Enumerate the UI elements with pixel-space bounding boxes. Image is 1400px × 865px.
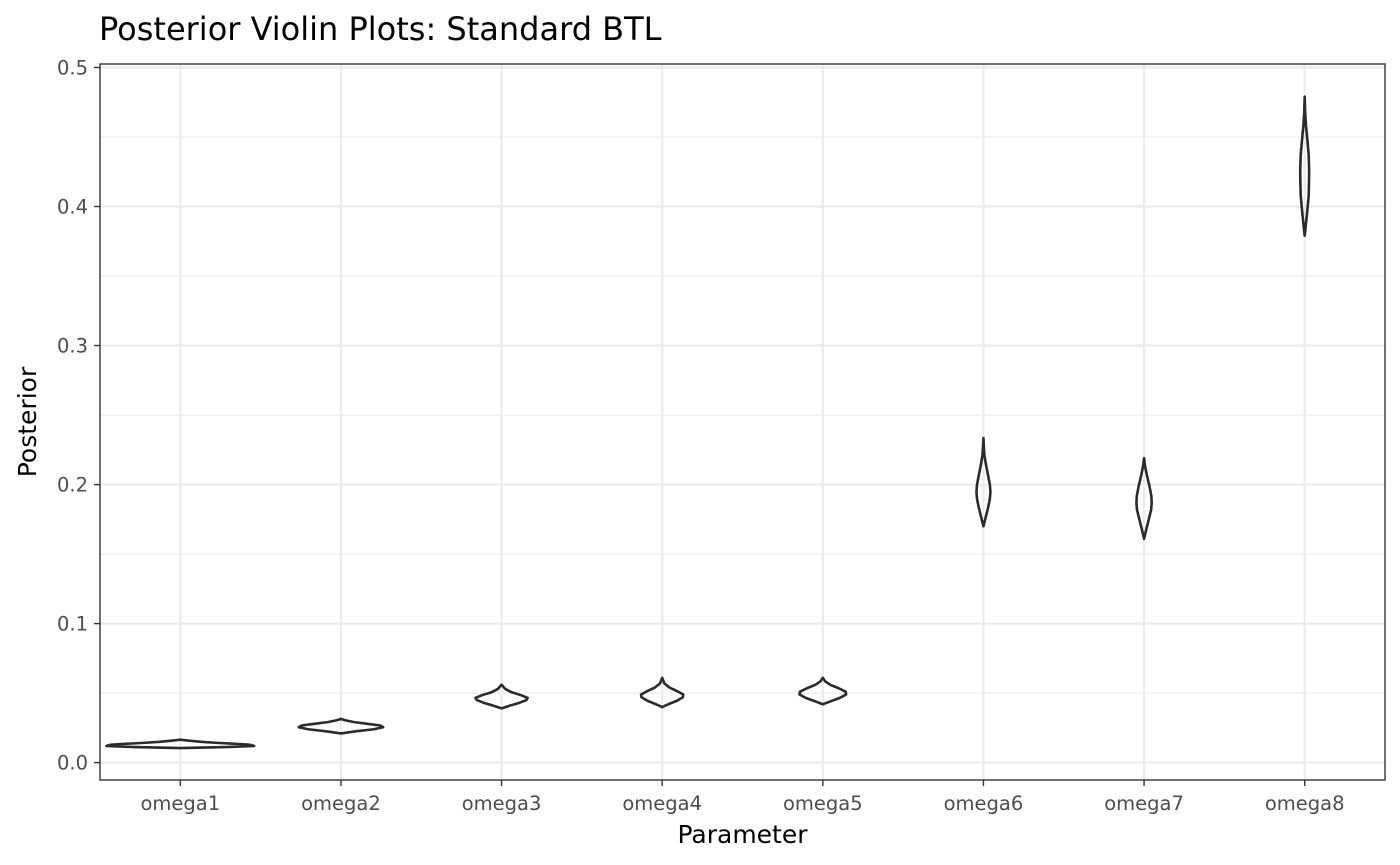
violins — [105, 95, 1311, 750]
y-axis: 0.0 0.1 0.2 0.3 0.4 0.5 — [57, 56, 100, 775]
x-tick-label: omega6 — [944, 792, 1024, 815]
x-tick-label: omega4 — [622, 792, 702, 815]
x-tick-label: omega1 — [140, 792, 220, 815]
violin-omega5 — [798, 676, 848, 706]
y-tick-label: 0.5 — [57, 56, 88, 79]
chart-title: Posterior Violin Plots: Standard BTL — [99, 10, 662, 48]
violin-omega1 — [105, 738, 256, 750]
x-tick-label: omega8 — [1265, 792, 1345, 815]
x-tick-label: omega3 — [462, 792, 542, 815]
y-tick-label: 0.4 — [57, 196, 88, 219]
violin-omega4 — [639, 676, 685, 709]
y-tick-label: 0.2 — [57, 474, 88, 497]
violin-omega2 — [297, 717, 385, 735]
y-tick-label: 0.1 — [57, 613, 88, 636]
x-axis: omega1 omega2 omega3 omega4 omega5 omega6 omeg… — [140, 780, 1345, 815]
violin-omega7 — [1135, 456, 1154, 541]
violin-omega8 — [1298, 95, 1311, 237]
y-tick-label: 0.3 — [57, 335, 88, 358]
grid — [100, 64, 1385, 780]
y-axis-title: Posterior — [13, 366, 42, 477]
violin-omega6 — [975, 436, 992, 528]
x-tick-label: omega7 — [1104, 792, 1184, 815]
x-tick-label: omega5 — [783, 792, 863, 815]
y-tick-label: 0.0 — [57, 752, 88, 775]
x-tick-label: omega2 — [301, 792, 381, 815]
x-axis-title: Parameter — [677, 820, 808, 849]
panel-border — [99, 63, 1386, 781]
violin-omega3 — [474, 683, 529, 710]
